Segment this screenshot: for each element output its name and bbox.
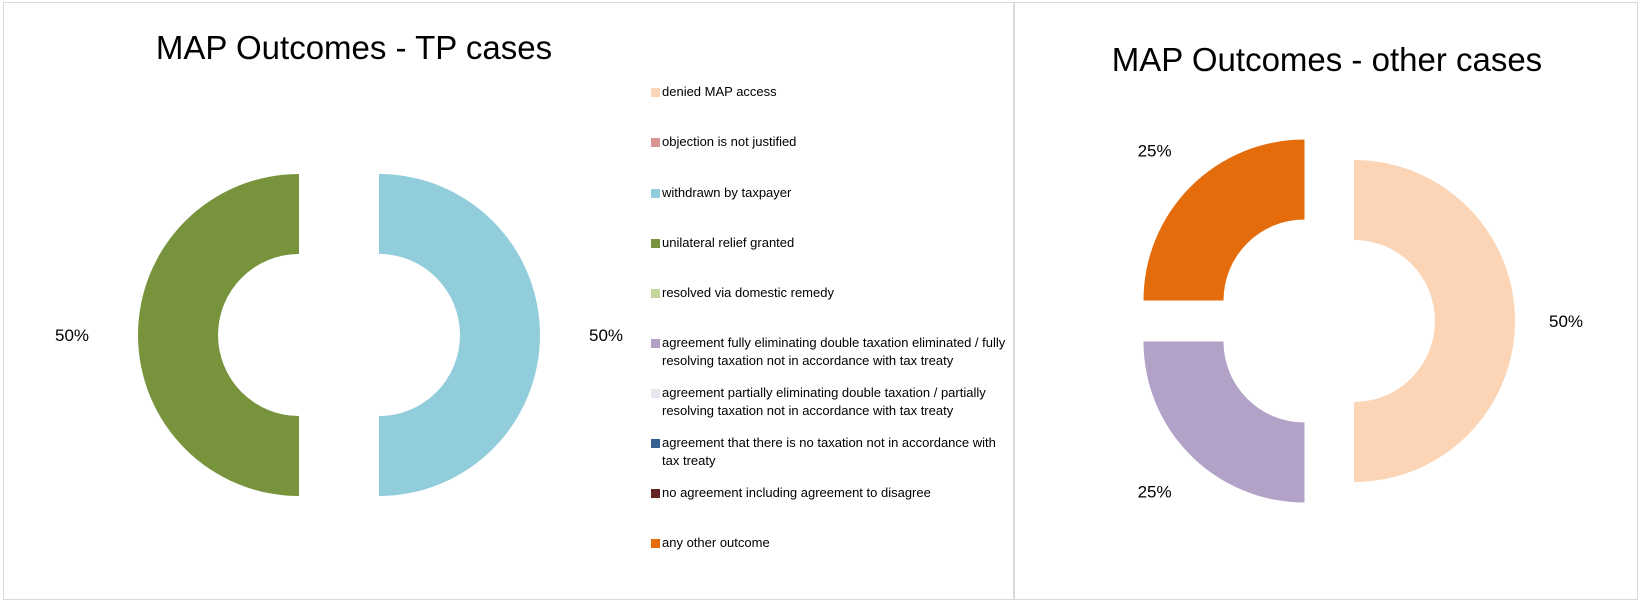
legend-swatch [651, 138, 660, 147]
chart-panel-tp-cases: MAP Outcomes - TP cases 50% 50% denied MA… [3, 2, 1014, 600]
data-label: 50% [589, 326, 623, 345]
legend-label: objection is not justified [662, 134, 797, 149]
legend-label: no agreement including agreement to disa… [662, 485, 931, 500]
legend-swatch [651, 439, 660, 448]
legend-swatch [651, 189, 660, 198]
donut-slice-agreement-fully-eliminating-double-taxat [1143, 341, 1305, 503]
data-label: 50% [55, 326, 89, 345]
donut-slice-unilateral-relief-granted [138, 174, 299, 496]
data-label: 25% [1138, 482, 1172, 501]
legend-swatch [651, 539, 660, 548]
legend-label: any other outcome [662, 535, 770, 550]
chart-title: MAP Outcomes - other cases [1111, 41, 1543, 78]
legend-swatch [651, 289, 660, 298]
donut-slice-denied-map-access [1354, 160, 1515, 482]
donut-slice-any-other-outcome [1143, 139, 1305, 301]
legend-swatch [651, 339, 660, 348]
legend-label: agreement partially eliminating double t… [662, 385, 986, 418]
legend-label: agreement fully eliminating double taxat… [662, 335, 1006, 368]
legend-swatch [651, 489, 660, 498]
legend-swatch [651, 239, 660, 248]
legend-label: denied MAP access [662, 84, 777, 99]
chart-legend: denied MAP access objection is not justif… [651, 3, 1013, 601]
legend-label: resolved via domestic remedy [662, 285, 834, 300]
legend-label: withdrawn by taxpayer [662, 185, 792, 200]
legend-label: agreement that there is no taxation not … [662, 435, 996, 468]
donut-chart-other-cases: 50% 25% 25% [1138, 139, 1583, 503]
data-label: 50% [1549, 312, 1583, 331]
chart-title: MAP Outcomes - TP cases [155, 29, 553, 66]
legend-label: unilateral relief granted [662, 235, 795, 250]
legend-swatch [651, 389, 660, 398]
donut-slice-withdrawn-by-taxpayer [379, 174, 540, 496]
chart-panel-other-cases: MAP Outcomes - other cases 50% 25% 25% [1014, 2, 1638, 600]
legend-swatch [651, 88, 660, 97]
data-label: 25% [1138, 142, 1172, 161]
donut-chart-tp-cases: 50% 50% [55, 174, 623, 496]
